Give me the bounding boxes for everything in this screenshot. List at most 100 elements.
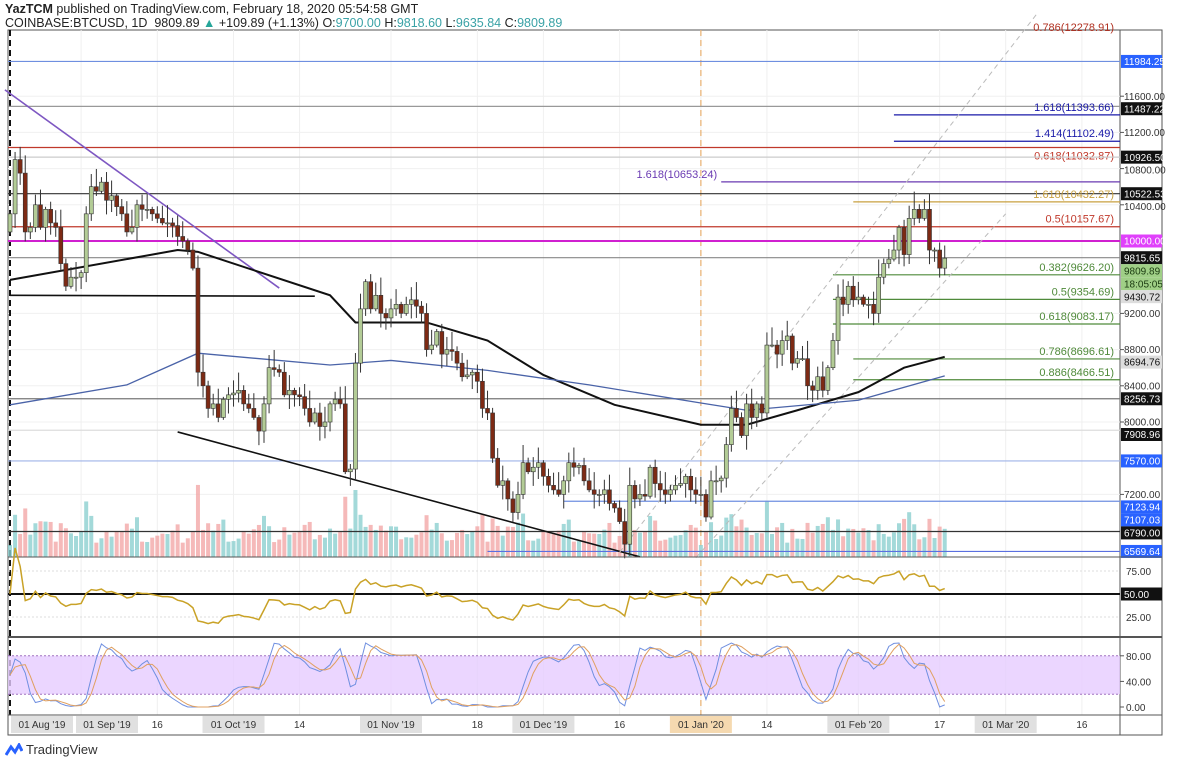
candle (800, 345, 805, 362)
candle (881, 258, 887, 285)
volume-bar (470, 531, 475, 557)
countdown-label-bg (1121, 277, 1162, 291)
candle (632, 480, 638, 509)
volume-bar (505, 526, 510, 557)
volume-bar (216, 523, 221, 557)
candle-body (149, 209, 155, 215)
candle (282, 362, 287, 398)
price-axis-label-bg (1121, 234, 1162, 248)
price-axis-label-bg (1121, 187, 1162, 201)
volume-bar (363, 526, 368, 557)
candle-body (358, 308, 363, 364)
volume-bar (434, 522, 439, 557)
volume-bar (693, 527, 698, 557)
volume-bar (185, 538, 190, 557)
candle-body (83, 213, 89, 273)
candle-body (795, 358, 800, 364)
volume-bar (429, 529, 434, 557)
current-price-label: 9809.89 (1124, 266, 1161, 277)
rsi-tick-label: 25.00 (1126, 613, 1151, 624)
volume-bar (444, 540, 449, 557)
candle (190, 242, 196, 271)
candle-body (820, 376, 826, 391)
candle (866, 296, 871, 319)
y-tick-label: 11200.00 (1124, 128, 1165, 139)
time-label-bg (11, 716, 73, 733)
candle-body (73, 276, 79, 279)
volume-bar (282, 527, 287, 557)
price-axis-label-bg (1121, 526, 1162, 540)
candle-body (937, 249, 942, 269)
author-name[interactable]: YazTCM (5, 2, 53, 16)
volume-bar (841, 536, 846, 557)
candle-body (195, 267, 201, 373)
volume-bar (521, 513, 526, 557)
volume-bar (211, 530, 216, 557)
high-label: H: (384, 16, 397, 30)
volume-bar (830, 529, 835, 557)
candle-body (790, 335, 795, 364)
volume-bar (68, 533, 73, 557)
candle (403, 296, 409, 316)
volume-bar (409, 537, 414, 557)
candle-body (551, 485, 556, 491)
candle-body (917, 209, 922, 219)
volume-bar (8, 545, 12, 557)
candle (815, 366, 821, 400)
volume-bar (709, 522, 714, 557)
candle-body (815, 376, 821, 391)
tradingview-logo[interactable]: TradingView (5, 742, 98, 757)
volume-bar (485, 541, 490, 557)
candle (139, 194, 145, 222)
time-label-bg (512, 716, 575, 733)
volume-bar (404, 537, 409, 557)
volume-bar (703, 531, 708, 557)
volume-bar (307, 521, 312, 557)
candle-body (602, 489, 607, 495)
candle (165, 205, 170, 238)
candle-body (739, 417, 744, 436)
time-axis-label: 14 (761, 720, 773, 731)
stoch-tick-label: 0.00 (1126, 703, 1146, 714)
candle (581, 457, 587, 486)
candle (861, 294, 866, 307)
volume-bar (165, 534, 170, 557)
candle (942, 245, 948, 276)
candle (683, 473, 688, 498)
candle (820, 361, 826, 398)
candle (149, 206, 155, 221)
candle (454, 346, 460, 371)
candle-body (114, 195, 119, 207)
volume-bar (937, 526, 942, 557)
candle-body (205, 385, 211, 409)
volume-bar (241, 530, 246, 557)
candle-body (505, 480, 511, 500)
volume-bar (582, 532, 587, 557)
volume-bar (262, 515, 266, 557)
candle (175, 215, 180, 246)
time-label-bg (827, 716, 890, 733)
volume-bar (353, 490, 358, 557)
candle-body (784, 335, 790, 341)
volume-bar (902, 518, 907, 557)
candle (617, 500, 622, 524)
volume-bar (99, 538, 104, 557)
price-axis-label-bg (1121, 544, 1162, 558)
candle (622, 508, 627, 559)
candle (251, 393, 257, 420)
candle (337, 386, 343, 409)
candle (576, 462, 582, 475)
candle (261, 396, 267, 443)
volume-bar (317, 534, 322, 557)
close-value: 9809.89 (517, 16, 563, 30)
candle (546, 468, 551, 493)
volume-bar (267, 526, 272, 557)
price-axis-label: 11984.25 (1124, 57, 1165, 68)
volume-bar (480, 514, 485, 557)
candle (429, 329, 434, 355)
candle-body (155, 213, 160, 219)
candle (708, 470, 714, 520)
candle (393, 289, 399, 316)
volume-bar (648, 515, 653, 557)
